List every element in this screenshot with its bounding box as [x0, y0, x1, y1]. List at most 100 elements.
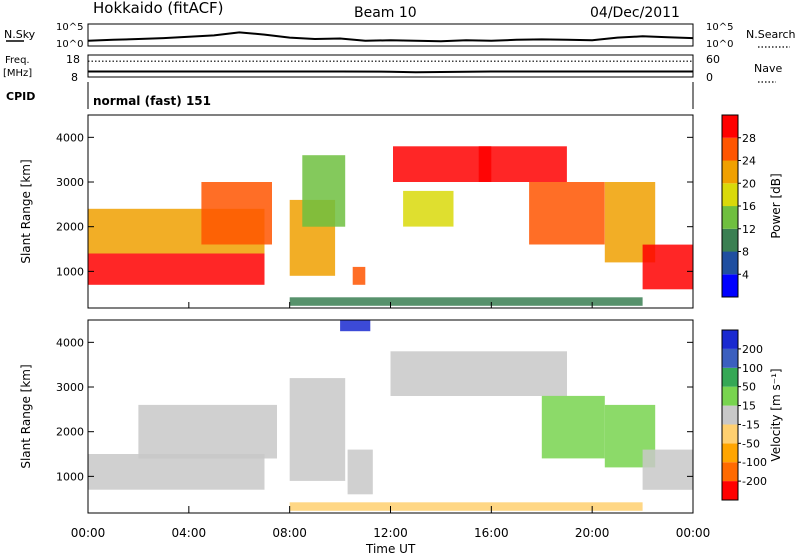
counts-tick-bottom-left: 10^0	[56, 39, 83, 50]
power-ytick-label-2: 3000	[56, 176, 84, 189]
velocity-colorbar-tick-3: 15	[742, 400, 756, 413]
nsky-series-line	[87, 31, 694, 43]
velocity-ytick-label-1: 2000	[56, 426, 84, 439]
velocity-region-7	[642, 449, 693, 490]
velocity-colorbar-swatch-2	[722, 443, 738, 463]
counts-tick-bottom-right: 10^0	[706, 39, 733, 50]
velocity-colorbar-tick-2: 50	[742, 381, 756, 394]
nsky-label: N.Sky	[4, 28, 36, 41]
velocity-region-4	[390, 351, 567, 396]
velocity-ytick-label-0: 1000	[56, 470, 84, 483]
counts-panel-frame	[87, 23, 694, 47]
power-colorbar-tick-5: 24	[742, 155, 756, 168]
power-ytick-label-1: 2000	[56, 221, 84, 234]
time-tick-label-5: 20:00	[575, 526, 610, 540]
velocity-colorbar-swatch-5	[722, 386, 738, 406]
velocity-colorbar-tick-4: -15	[742, 418, 760, 431]
velocity-colorbar-swatch-7	[722, 348, 738, 368]
velocity-colorbar-swatch-0	[722, 481, 738, 500]
counts-tick-top-right: 10^5	[706, 22, 733, 33]
velocity-colorbar: 200 100 50 15 -15 -50 -100 -200 Velocity [m s⁻¹]	[721, 329, 783, 501]
freq-panel-frame	[87, 54, 694, 78]
power-region-0	[88, 253, 265, 285]
power-colorbar-swatch-5	[722, 160, 738, 184]
power-region-7	[403, 190, 454, 227]
power-colorbar-label: Power [dB]	[769, 173, 783, 238]
freq-nave-plot	[88, 60, 693, 74]
velocity-colorbar-tick-7: -200	[742, 475, 767, 488]
power-region-11	[642, 244, 693, 290]
time-tick-label-4: 16:00	[474, 526, 509, 540]
power-rti-panel: 1000 2000 3000 4000 Slant Range [km]	[19, 114, 694, 309]
power-ylabel: Slant Range [km]	[19, 159, 33, 263]
power-colorbar-swatch-3	[722, 206, 738, 229]
velocity-ylabel: Slant Range [km]	[19, 364, 33, 468]
velocity-colorbar-swatch-8	[722, 330, 738, 349]
velocity-colorbar-tick-1: 100	[742, 362, 763, 375]
nave-tick-top: 60	[706, 53, 720, 66]
power-region-4	[302, 155, 346, 227]
power-colorbar-swatch-4	[722, 183, 738, 207]
velocity-region-3	[347, 449, 373, 495]
velocity-region-9	[340, 320, 371, 332]
counts-plot	[87, 31, 694, 43]
power-colorbar-tick-0: 4	[742, 268, 749, 281]
velocity-region-8	[289, 502, 643, 511]
velocity-colorbar-label: Velocity [m s⁻¹]	[769, 368, 783, 461]
velocity-ytick-label-3: 4000	[56, 336, 84, 349]
velocity-region-0	[88, 454, 265, 490]
nsearch-label: N.Search	[746, 28, 796, 41]
freq-series-line	[88, 70, 693, 74]
power-region-12	[289, 297, 643, 306]
date-label: 04/Dec/2011	[590, 5, 680, 21]
velocity-region-5	[541, 395, 605, 459]
time-axis-label: Time UT	[365, 542, 416, 554]
velocity-colorbar-tick-0: 200	[742, 343, 763, 356]
cpid-label: CPID	[6, 90, 35, 103]
velocity-colorbar-swatch-4	[722, 405, 738, 425]
station-title: Hokkaido (fitACF)	[93, 0, 224, 17]
time-tick-label-6: 00:00	[676, 526, 711, 540]
power-region-5	[352, 266, 366, 285]
velocity-colorbar-swatch-1	[722, 462, 738, 482]
power-ytick-label-3: 4000	[56, 131, 84, 144]
velocity-colorbar-swatch-3	[722, 424, 738, 444]
freq-tick-bottom: 8	[71, 71, 78, 84]
velocity-ytick-label-2: 3000	[56, 381, 84, 394]
power-colorbar-swatch-6	[722, 137, 738, 161]
power-colorbar-tick-4: 20	[742, 177, 756, 190]
nave-tick-bottom: 0	[706, 71, 713, 84]
velocity-region-2	[289, 378, 346, 481]
time-tick-label-1: 04:00	[172, 526, 207, 540]
time-tick-label-2: 08:00	[272, 526, 307, 540]
velocity-rti-panel: 1000 2000 3000 4000 Slant Range [km]	[19, 319, 694, 514]
velocity-colorbar-tick-5: -50	[742, 437, 760, 450]
freq-tick-top: 18	[66, 53, 80, 66]
beam-label: Beam 10	[354, 5, 417, 21]
freq-label: Freq.	[5, 55, 30, 66]
power-ytick-label-0: 1000	[56, 265, 84, 278]
power-region-2	[201, 182, 272, 245]
freq-unit-label: [MHz]	[3, 68, 32, 79]
power-colorbar-tick-2: 12	[742, 223, 756, 236]
power-colorbar: 4 8 12 16 20 24 28 Power [dB]	[721, 114, 783, 298]
time-axis: 00:00 04:00 08:00 12:00 16:00 20:00 00:00	[71, 302, 711, 540]
power-colorbar-tick-6: 28	[742, 132, 756, 145]
velocity-region-1	[138, 404, 277, 459]
power-colorbar-swatch-0	[722, 274, 738, 298]
time-tick-label-0: 00:00	[71, 526, 106, 540]
power-colorbar-swatch-1	[722, 251, 738, 275]
velocity-colorbar-tick-6: -100	[742, 456, 767, 469]
cpid-value: normal (fast) 151	[93, 94, 211, 108]
nave-label: Nave	[754, 62, 782, 75]
power-colorbar-tick-1: 8	[742, 246, 749, 259]
counts-tick-top-left: 10^5	[56, 22, 83, 33]
velocity-colorbar-swatch-6	[722, 367, 738, 387]
power-region-6	[393, 146, 492, 182]
power-colorbar-swatch-2	[722, 228, 738, 252]
power-region-9	[529, 182, 605, 245]
power-colorbar-swatch-7	[722, 115, 738, 138]
time-tick-label-3: 12:00	[373, 526, 408, 540]
power-region-8	[478, 146, 567, 182]
